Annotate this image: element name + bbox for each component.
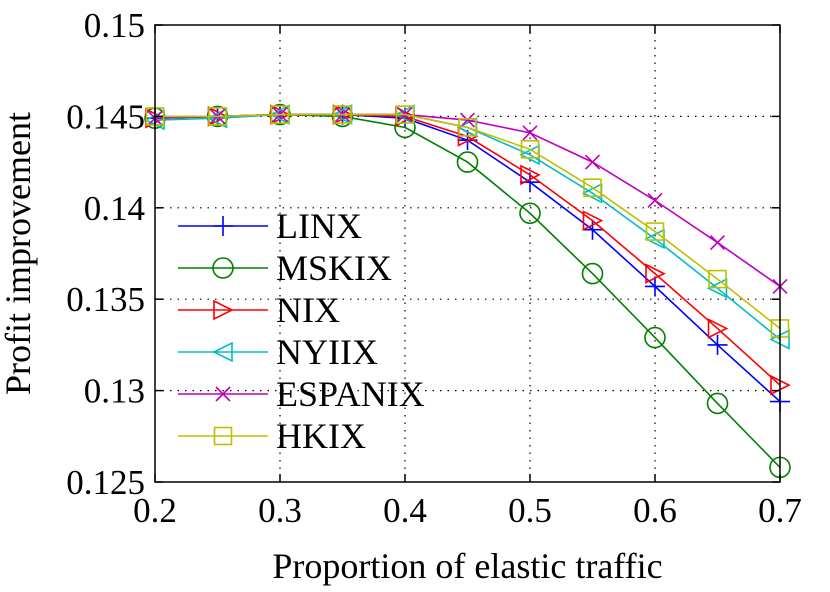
data-point	[213, 216, 233, 236]
y-tick-label: 0.135	[66, 280, 145, 319]
y-tick-label: 0.15	[84, 6, 145, 45]
data-point	[213, 299, 234, 321]
data-point	[459, 112, 476, 128]
data-point	[582, 219, 603, 240]
data-point	[208, 107, 227, 126]
series-mskix	[144, 103, 791, 479]
legend-item: NYIIX	[178, 332, 378, 372]
data-point	[212, 257, 234, 279]
series-line	[154, 113, 781, 468]
legend-label: NIX	[276, 290, 340, 330]
data-point	[456, 151, 479, 173]
data-point	[584, 154, 601, 170]
series-line	[154, 113, 781, 386]
x-tick-label: 0.5	[508, 491, 552, 530]
x-tick-label: 0.4	[383, 491, 427, 530]
data-point	[215, 386, 231, 402]
legend-label: NYIIX	[276, 332, 378, 372]
axis-ticks: 0.2 0.3 0.4 0.5 0.6 0.7 0.125 0.13 0.135 0.14 0.14…	[66, 6, 802, 530]
x-axis-label: Proportion of elastic traffic	[272, 546, 662, 586]
data-point	[213, 426, 233, 446]
data-point	[644, 326, 666, 349]
legend-item: MSKIX	[178, 248, 392, 288]
data-point	[458, 118, 477, 137]
data-point	[583, 178, 602, 197]
legend-label: HKIX	[276, 416, 366, 456]
plot-frame	[154, 24, 781, 483]
data-point	[709, 234, 726, 251]
legend-item: ESPANIX	[178, 374, 425, 414]
data-point	[707, 334, 728, 355]
series-layer	[144, 103, 791, 479]
legend-label: MSKIX	[276, 248, 392, 288]
data-point	[270, 105, 290, 124]
legend-item: LINX	[178, 206, 362, 246]
y-axis-label: Profit improvement	[0, 112, 38, 395]
series-line	[155, 113, 781, 330]
x-tick-label: 0.2	[133, 491, 177, 530]
data-point	[645, 222, 665, 241]
x-tick-label: 0.3	[258, 491, 302, 530]
data-point	[707, 318, 729, 339]
data-point	[522, 125, 538, 141]
data-point	[706, 392, 729, 415]
data-point	[582, 210, 604, 231]
data-point	[708, 269, 727, 289]
data-point	[394, 116, 416, 139]
y-tick-label: 0.13	[84, 372, 145, 411]
series-linx	[145, 104, 790, 412]
legend-label: ESPANIX	[276, 374, 425, 414]
data-point	[520, 140, 540, 159]
data-point	[581, 262, 604, 285]
data-point	[519, 202, 541, 225]
y-tick-label: 0.14	[84, 189, 145, 228]
data-point	[647, 192, 663, 209]
data-point	[212, 341, 233, 363]
x-tick-label: 0.6	[633, 491, 677, 530]
x-tick-label: 0.7	[758, 491, 802, 530]
legend-item: HKIX	[178, 416, 366, 456]
legend-label: LINX	[276, 206, 362, 246]
data-point	[645, 276, 665, 297]
y-tick-label: 0.125	[66, 463, 145, 502]
series-line	[154, 113, 781, 403]
data-point	[520, 164, 541, 186]
data-point	[645, 263, 666, 284]
y-tick-label: 0.145	[66, 97, 145, 136]
legend-item: NIX	[178, 290, 340, 330]
data-point	[395, 105, 415, 124]
data-point	[333, 105, 352, 124]
grid	[155, 25, 780, 482]
